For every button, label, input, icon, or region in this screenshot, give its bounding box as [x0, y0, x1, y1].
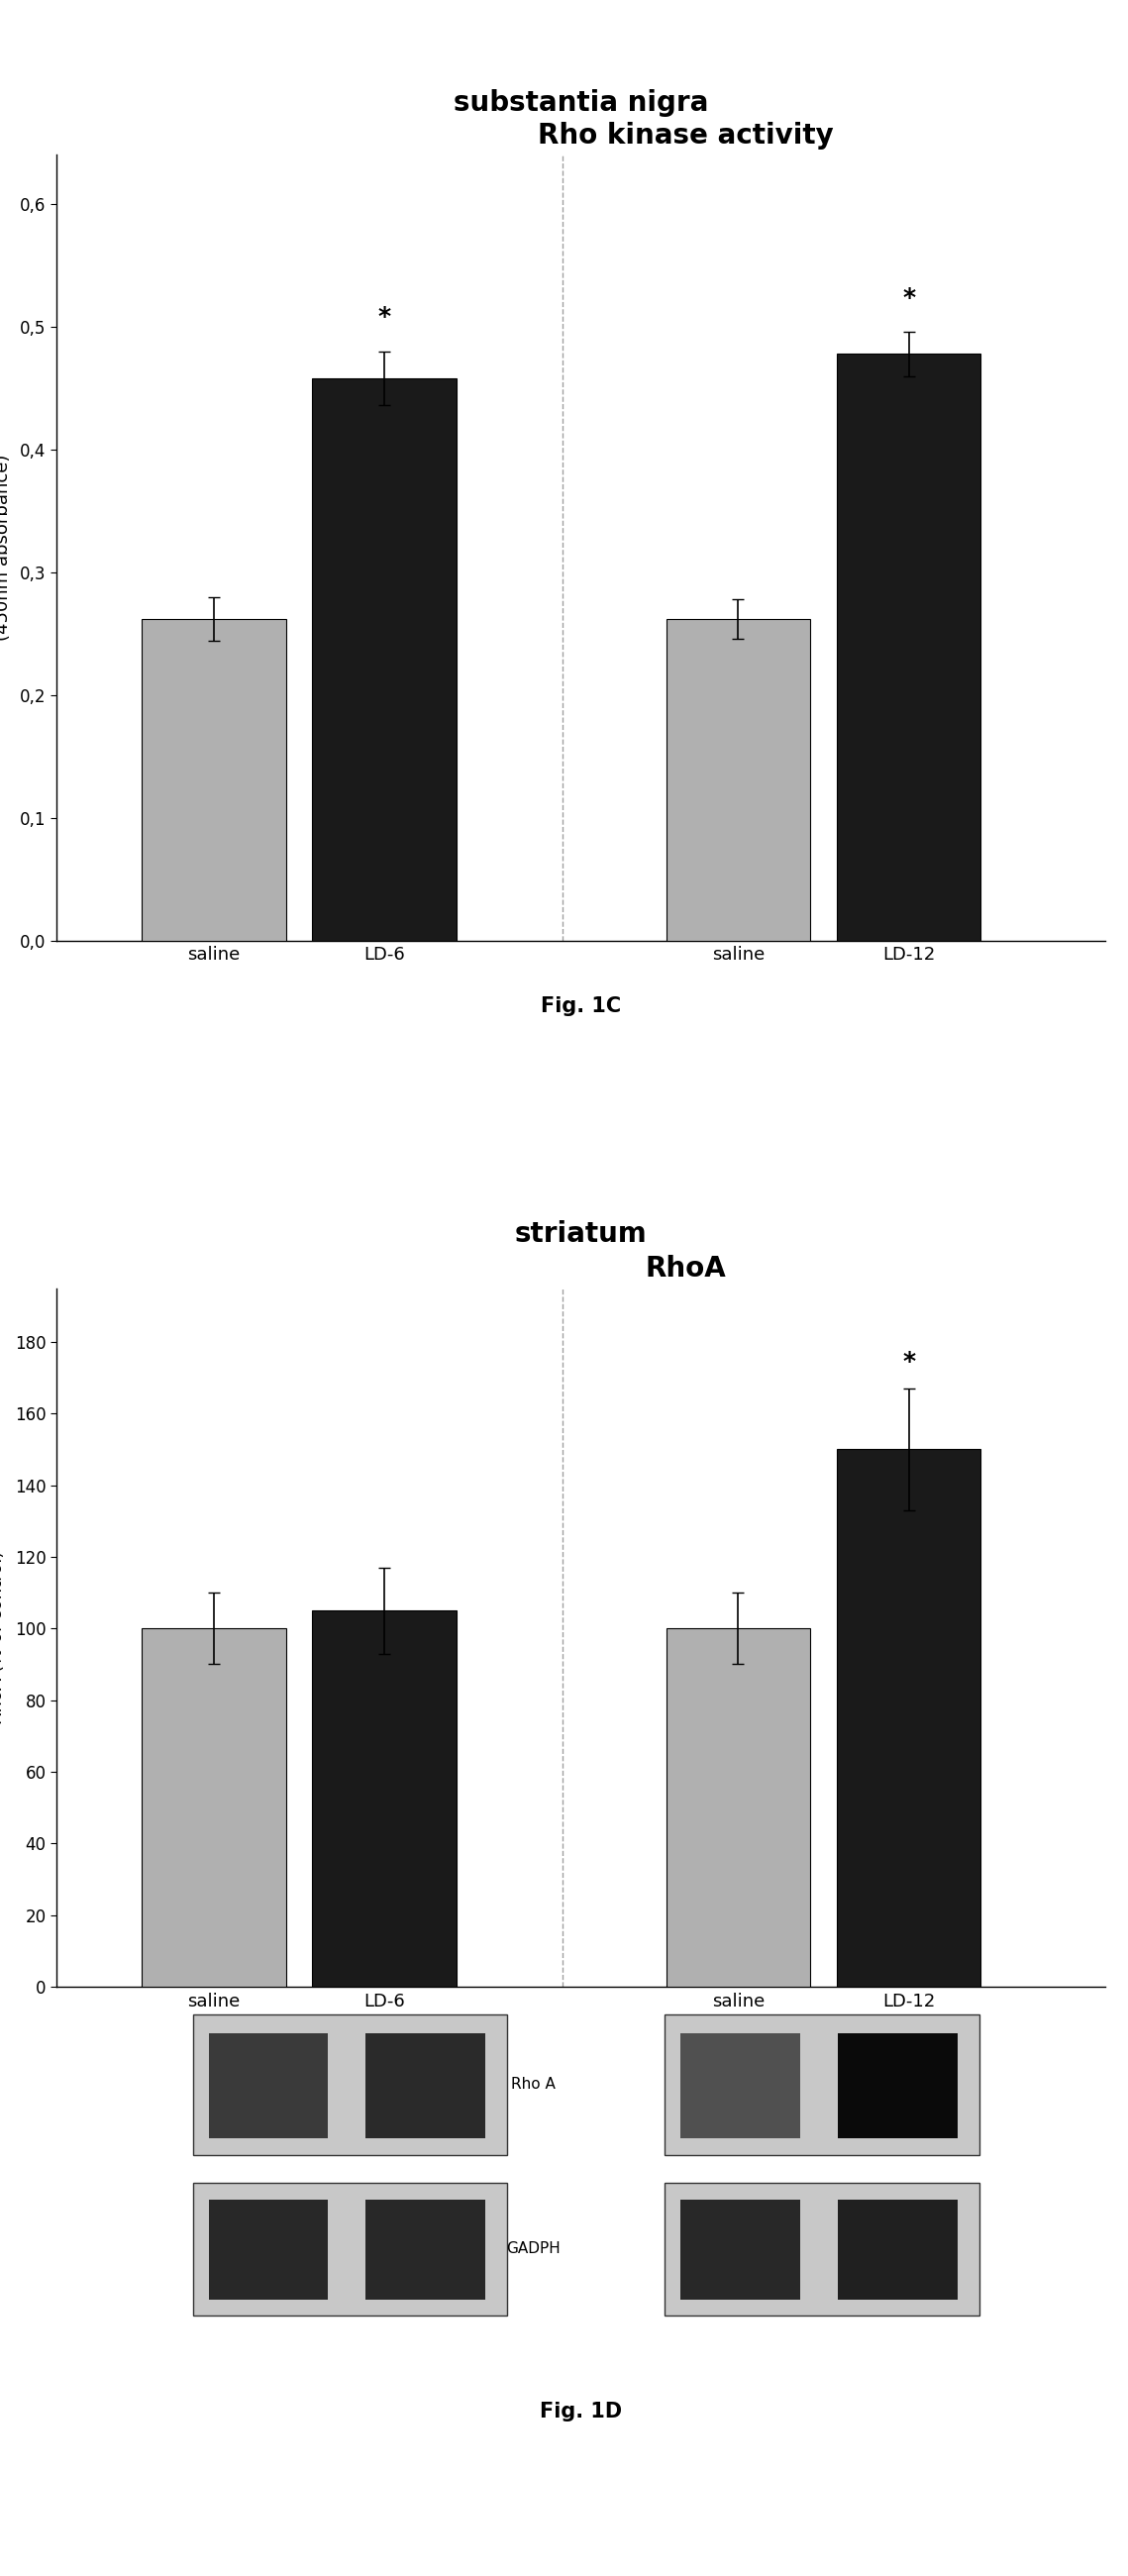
Bar: [837, 353, 981, 940]
Bar: [142, 618, 285, 940]
Text: striatum: striatum: [514, 1221, 647, 1249]
Bar: [837, 1450, 981, 1986]
Title: Rho kinase activity: Rho kinase activity: [538, 121, 834, 149]
FancyBboxPatch shape: [193, 2014, 508, 2154]
FancyBboxPatch shape: [209, 2032, 328, 2138]
FancyBboxPatch shape: [365, 2032, 485, 2138]
FancyBboxPatch shape: [365, 2200, 485, 2300]
Bar: [312, 1610, 457, 1986]
Bar: [312, 379, 457, 940]
Bar: [667, 618, 810, 940]
FancyBboxPatch shape: [680, 2200, 800, 2300]
FancyBboxPatch shape: [193, 2182, 508, 2316]
Text: *: *: [378, 307, 390, 330]
FancyBboxPatch shape: [680, 2032, 800, 2138]
Title: RhoA: RhoA: [645, 1255, 726, 1283]
Y-axis label: Levels of the protein
RhoA (% of control): Levels of the protein RhoA (% of control…: [0, 1546, 7, 1728]
Bar: [142, 1628, 285, 1986]
Text: Fig. 1C: Fig. 1C: [540, 997, 622, 1015]
Text: substantia nigra: substantia nigra: [453, 90, 708, 116]
Bar: [667, 1628, 810, 1986]
Text: Rho A: Rho A: [511, 2076, 556, 2092]
Text: GADPH: GADPH: [506, 2241, 561, 2257]
Y-axis label: Rho kinase activity
(450nm absorbance): Rho kinase activity (450nm absorbance): [0, 453, 11, 641]
FancyBboxPatch shape: [209, 2200, 328, 2300]
FancyBboxPatch shape: [838, 2200, 958, 2300]
FancyBboxPatch shape: [664, 2182, 979, 2316]
Text: *: *: [902, 286, 915, 309]
Text: Fig. 1D: Fig. 1D: [540, 2401, 622, 2421]
Text: *: *: [902, 1350, 915, 1373]
FancyBboxPatch shape: [664, 2014, 979, 2154]
FancyBboxPatch shape: [838, 2032, 958, 2138]
